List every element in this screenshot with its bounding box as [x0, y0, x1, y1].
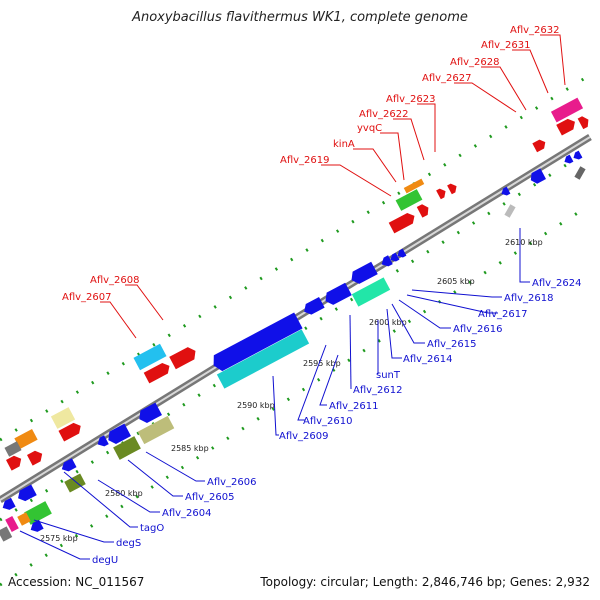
gene-label: Aflv_2607	[62, 292, 112, 303]
gene-label: Aflv_2624	[532, 278, 582, 289]
gene-feature	[325, 282, 352, 305]
gene-feature	[532, 139, 546, 153]
gene-label: Aflv_2618	[504, 293, 554, 304]
gene-feature	[133, 343, 167, 371]
gene-feature	[61, 458, 77, 472]
gene-label: Aflv_2616	[453, 324, 503, 335]
gene-label: Aflv_2610	[303, 416, 353, 427]
gene-label: Aflv_2627	[422, 73, 472, 84]
gene-feature	[0, 526, 13, 542]
tick-label: 2600 kbp	[369, 318, 407, 327]
tick-label: 2610 kbp	[505, 238, 543, 247]
gene-feature	[24, 501, 52, 525]
gene-feature	[216, 329, 310, 389]
gene-feature	[416, 204, 429, 218]
gene-feature	[351, 277, 391, 307]
tick-label: 2575 kbp	[40, 534, 78, 543]
gene-feature	[2, 497, 16, 510]
gene-feature	[97, 435, 109, 447]
gene-feature	[5, 515, 19, 533]
gene-feature	[390, 252, 400, 262]
tick-label: 2580 kbp	[105, 489, 143, 498]
gene-feature	[550, 97, 584, 123]
gene-feature	[504, 204, 516, 218]
bottom-strand-features	[0, 150, 586, 542]
gene-feature	[388, 212, 415, 234]
gene-feature	[436, 188, 446, 200]
gene-feature	[169, 347, 196, 370]
gene-feature	[108, 423, 131, 444]
gene-label: Aflv_2605	[185, 492, 235, 503]
gene-feature	[50, 407, 76, 429]
gene-label: Aflv_2617	[478, 309, 528, 320]
gene-label: yvqC	[357, 123, 382, 134]
bottom-leader-lines	[19, 228, 530, 560]
gene-label: Aflv_2615	[427, 339, 477, 350]
gene-feature	[17, 512, 31, 526]
gene-feature	[139, 402, 162, 423]
gene-label: degS	[116, 538, 141, 549]
gene-feature	[530, 168, 546, 184]
gene-feature	[574, 166, 586, 180]
gene-label: sunT	[376, 370, 401, 381]
gene-label: Aflv_2622	[359, 109, 409, 120]
gene-feature	[30, 519, 44, 532]
gene-label: Aflv_2619	[280, 155, 330, 166]
tick-labels: 2575 kbp 2580 kbp 2585 kbp 2590 kbp 2595…	[40, 238, 543, 543]
gene-label: Aflv_2606	[207, 477, 257, 488]
gene-label: Aflv_2612	[353, 385, 403, 396]
gene-feature	[137, 415, 175, 445]
gene-feature	[381, 255, 393, 267]
gene-feature	[113, 436, 141, 460]
gene-feature	[64, 473, 86, 493]
gene-label: Aflv_2614	[403, 354, 453, 365]
gene-feature	[304, 297, 325, 315]
gene-feature	[6, 455, 22, 471]
gene-feature	[501, 186, 511, 196]
gene-label: degU	[92, 555, 118, 566]
gene-feature	[58, 422, 81, 442]
bottom-labels: Aflv_2624 Aflv_2618 Aflv_2617 Aflv_2616 …	[92, 278, 582, 566]
gene-feature	[573, 150, 583, 160]
top-leader-lines	[100, 34, 566, 339]
gene-label: Aflv_2608	[90, 275, 140, 286]
gene-label: Aflv_2628	[450, 57, 500, 68]
gene-feature	[577, 116, 589, 130]
top-labels: Aflv_2632 Aflv_2631 Aflv_2628 Aflv_2627 …	[62, 25, 560, 303]
gene-label: Aflv_2632	[510, 25, 560, 36]
gene-feature	[27, 450, 43, 466]
gene-feature	[556, 118, 575, 136]
gene-feature	[14, 429, 38, 449]
gene-feature	[18, 484, 37, 502]
tick-label: 2590 kbp	[237, 401, 275, 410]
gene-feature	[351, 261, 378, 284]
gene-label: Aflv_2611	[329, 401, 379, 412]
gene-feature	[397, 248, 407, 258]
tick-label: 2595 kbp	[303, 359, 341, 368]
gene-feature	[395, 189, 423, 211]
map-title: Anoxybacillus flavithermus WK1, complete…	[132, 10, 468, 25]
gene-label: Aflv_2609	[279, 431, 329, 442]
gene-feature	[213, 312, 303, 372]
gene-feature	[564, 154, 574, 164]
gene-label: kinA	[333, 139, 355, 150]
gene-feature	[403, 178, 425, 194]
gene-label: Aflv_2631	[481, 40, 531, 51]
gene-label: Aflv_2604	[162, 508, 212, 519]
tick-label: 2585 kbp	[171, 444, 209, 453]
gene-feature	[447, 183, 457, 195]
gene-feature	[4, 441, 22, 457]
genome-summary-text: Topology: circular; Length: 2,846,746 bp…	[260, 575, 590, 589]
gene-label: tagO	[140, 523, 164, 534]
top-strand-features	[4, 97, 589, 471]
accession-text: Accession: NC_011567	[8, 575, 145, 589]
gene-label: Aflv_2623	[386, 94, 436, 105]
tick-label: 2605 kbp	[437, 277, 475, 286]
gene-feature	[143, 362, 170, 384]
